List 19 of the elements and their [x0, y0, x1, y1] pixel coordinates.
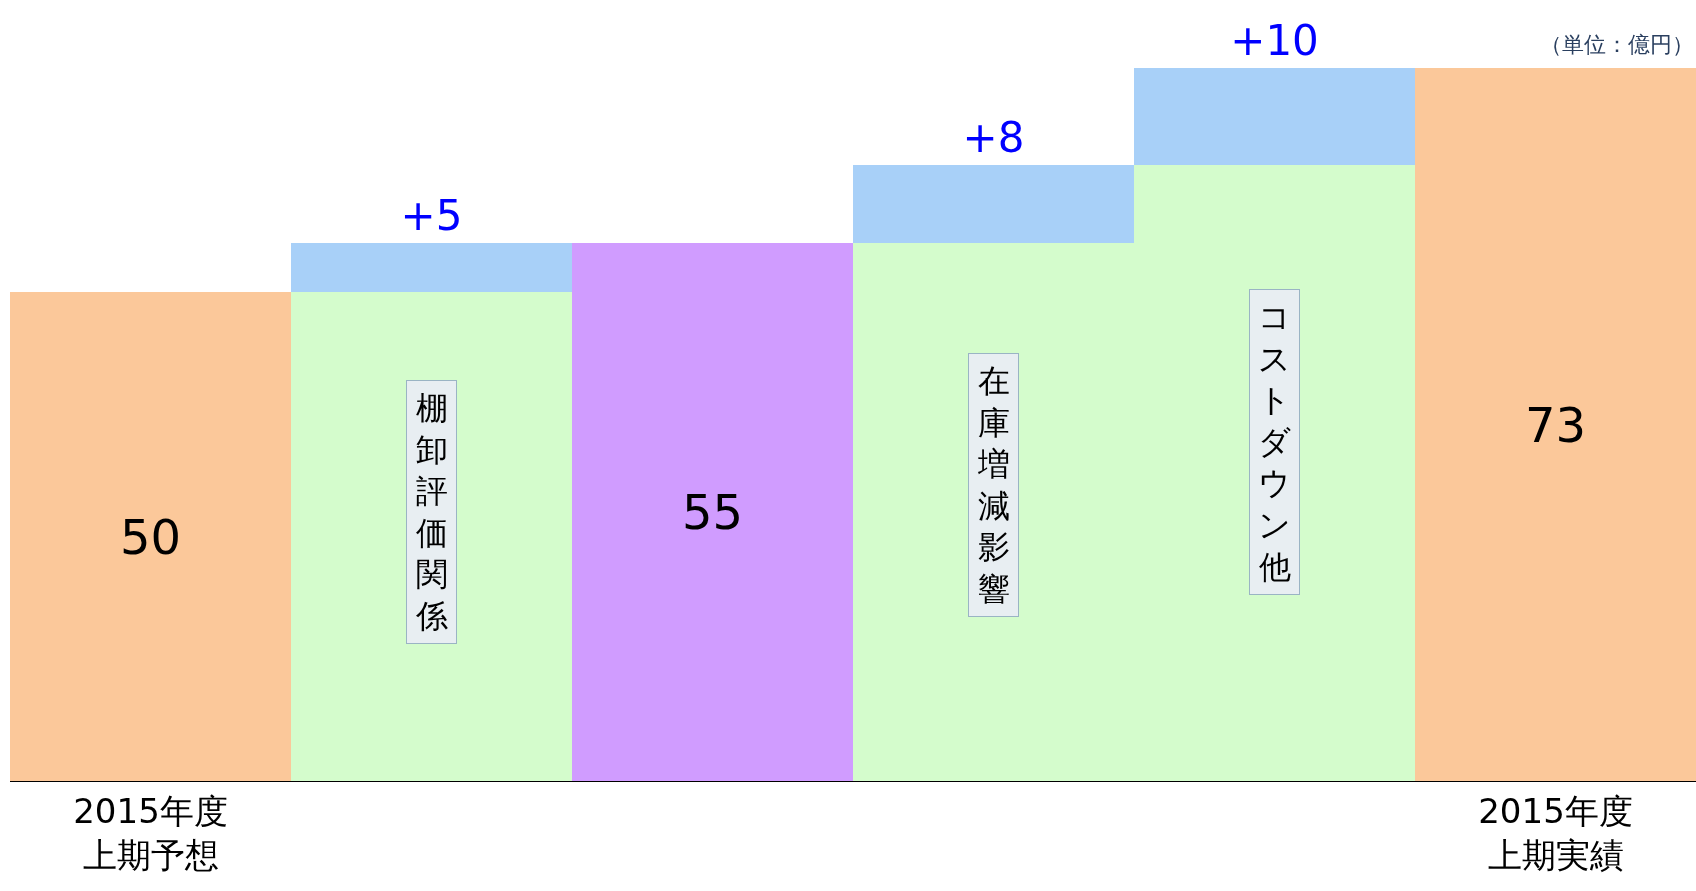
- annotation: コストダウン他: [1258, 298, 1291, 586]
- bar: [291, 292, 572, 781]
- data-label: 55: [681, 484, 744, 540]
- data-label: +10: [1230, 16, 1319, 65]
- bar: [853, 165, 1134, 243]
- annotation: 在庫増減影響: [977, 362, 1010, 608]
- annotation: 棚卸評価関係: [415, 389, 448, 635]
- data-label: 50: [119, 508, 182, 565]
- data-label: +8: [962, 113, 1025, 162]
- data-label: 73: [1524, 396, 1587, 453]
- x-tick-label: 2015年度上期予想: [73, 790, 228, 875]
- chart-subtitle: （単位：億円）: [1540, 32, 1694, 57]
- bar: [1134, 68, 1415, 165]
- data-label: +5: [400, 191, 463, 240]
- bar: [291, 243, 572, 292]
- bar: [1415, 68, 1696, 781]
- bar: [572, 243, 853, 781]
- bar: [10, 292, 291, 781]
- x-tick-label: 2015年度上期実績: [1478, 790, 1633, 875]
